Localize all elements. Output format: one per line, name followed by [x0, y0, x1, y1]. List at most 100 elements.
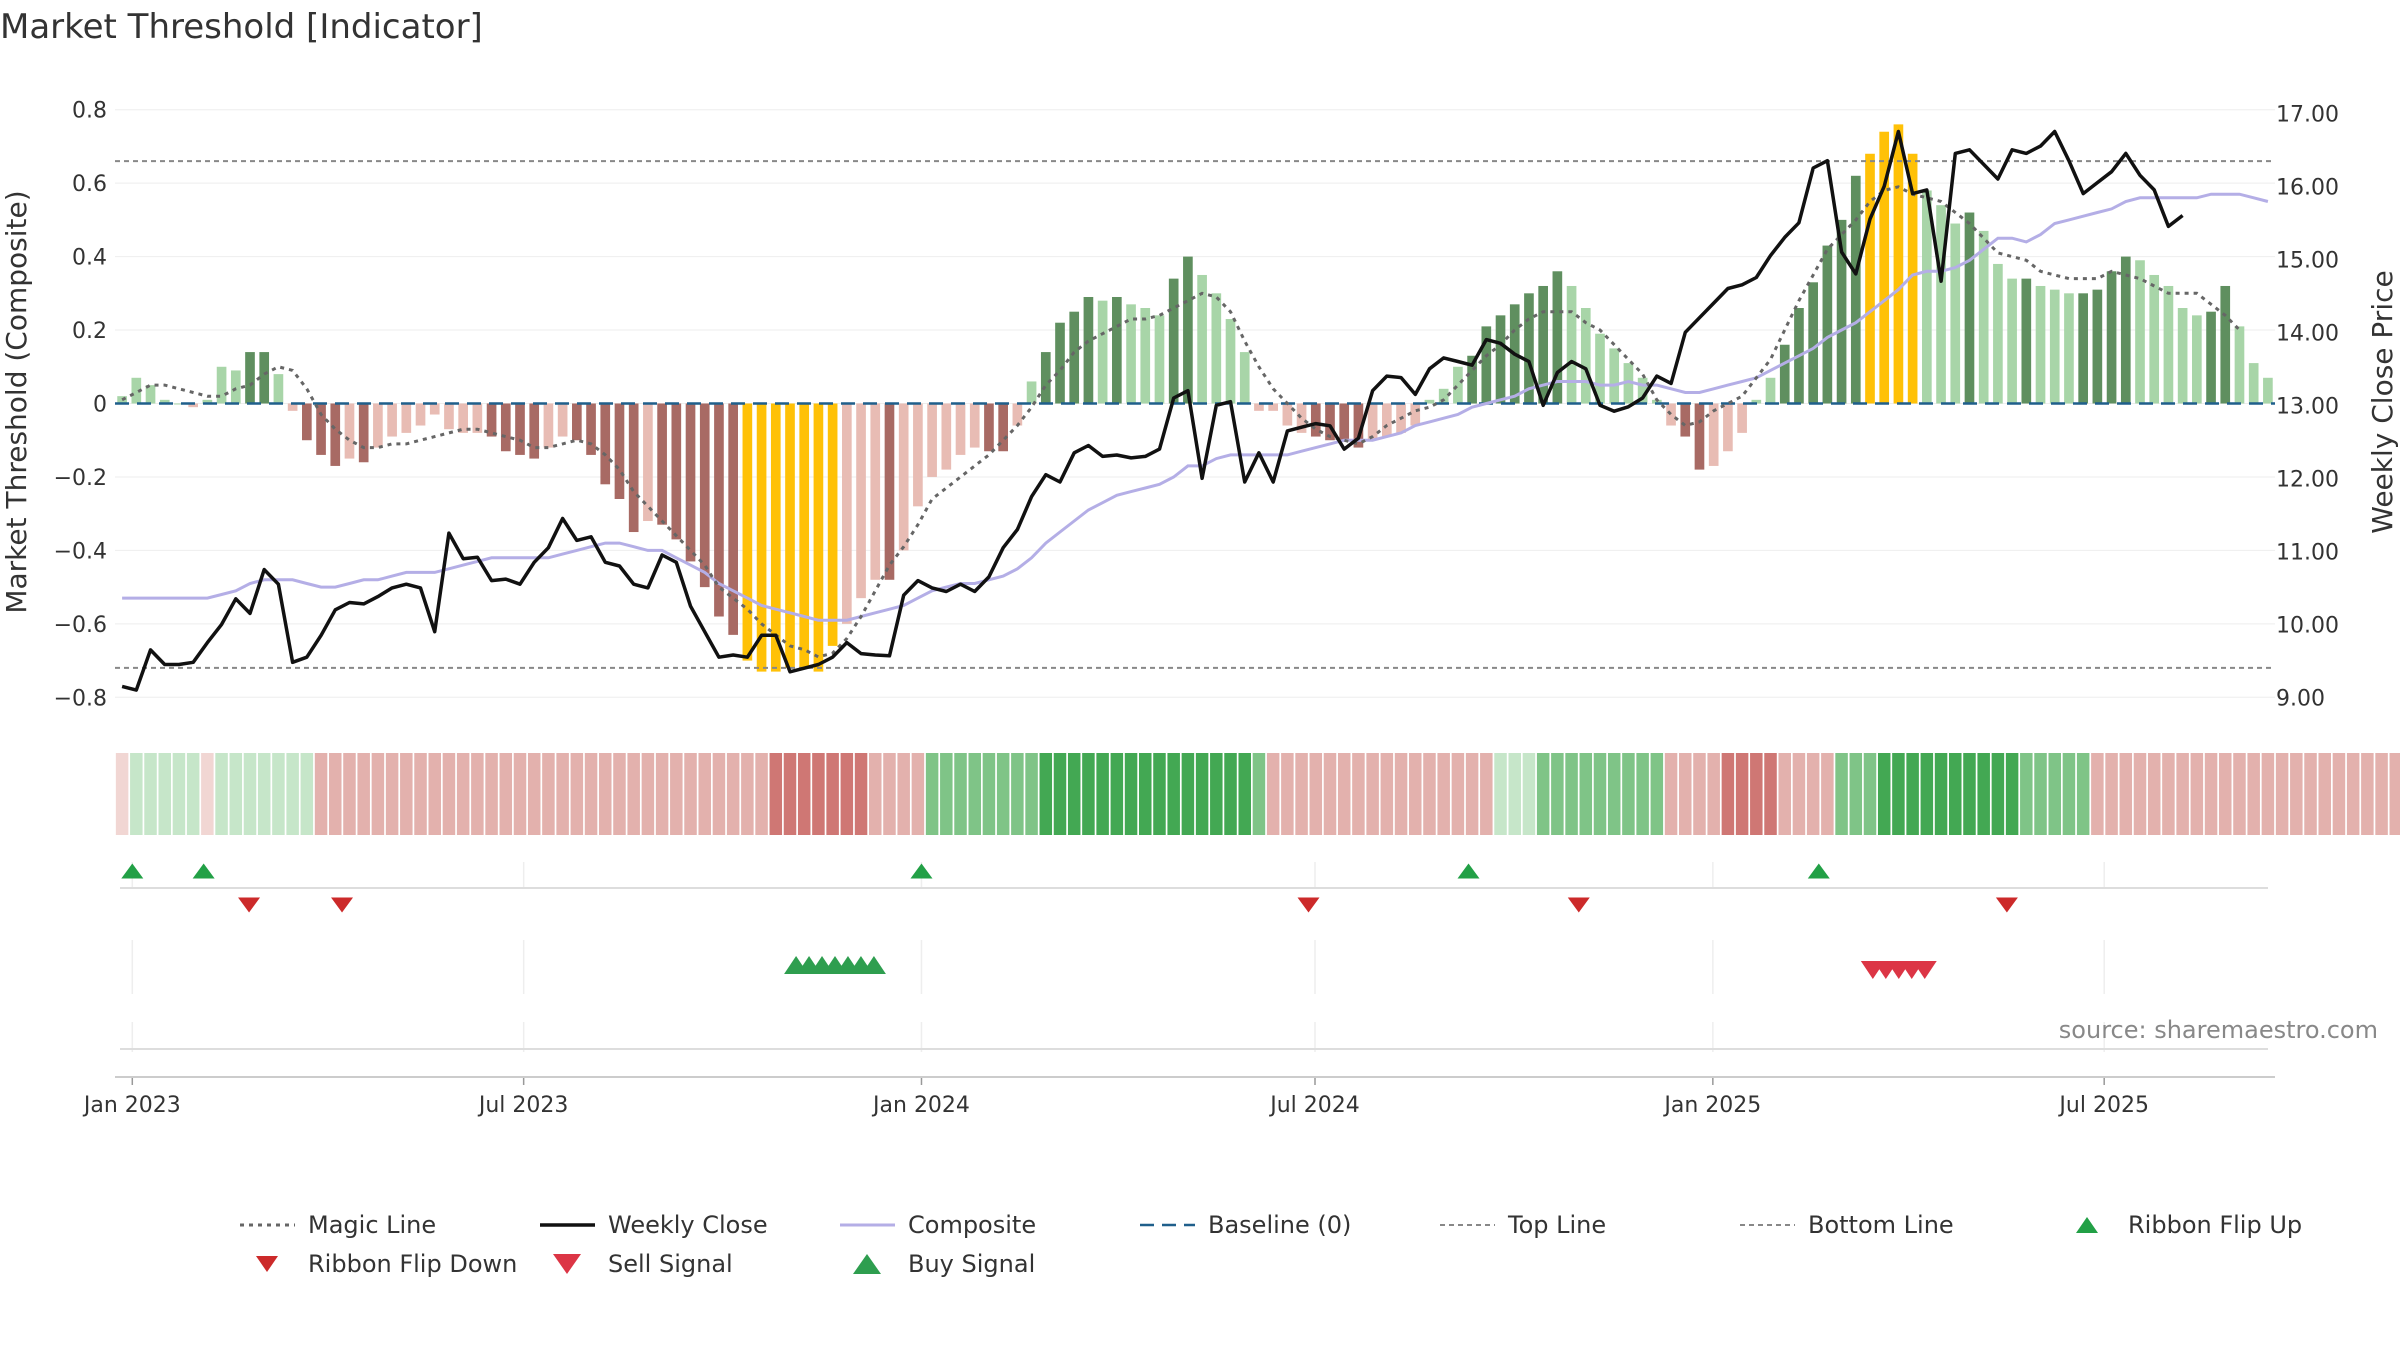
composite-bar	[159, 399, 170, 404]
ribbon-cell	[712, 753, 726, 835]
composite-bar	[500, 403, 511, 452]
composite-bar	[2007, 278, 2017, 404]
ribbon-cell	[1096, 753, 1109, 835]
ribbon-cell	[2076, 753, 2090, 835]
composite-bar	[1112, 296, 1122, 404]
composite-bar	[188, 403, 198, 408]
legend-item-buy-signal: Buy Signal	[853, 1250, 1035, 1278]
ribbon-cell	[130, 753, 143, 835]
legend-label: Baseline (0)	[1208, 1211, 1351, 1239]
ribbon-cell	[698, 753, 711, 835]
composite-bar	[1197, 274, 1207, 404]
composite-bar	[770, 403, 781, 672]
composite-bar	[657, 403, 667, 525]
composite-bar	[1026, 381, 1037, 404]
composite-bar	[870, 403, 881, 580]
ribbon-cell	[940, 753, 953, 835]
composite-bar	[1865, 153, 1875, 404]
ribbon-cell	[2275, 753, 2289, 835]
ribbon-cell	[1750, 753, 1763, 835]
composite-bar	[1410, 403, 1421, 426]
composite-bar	[1339, 403, 1350, 441]
ribbon-cell	[2119, 753, 2133, 835]
ribbon-cell	[2147, 753, 2161, 835]
ribbon-flip-down-marker	[1297, 897, 1320, 913]
composite-bar	[884, 403, 895, 580]
composite-bar	[927, 403, 937, 477]
composite-bar	[1879, 131, 1890, 404]
x-tick-label: Jul 2023	[477, 1093, 569, 1118]
composite-bar	[1495, 315, 1506, 404]
source-note: source: sharemaestro.com	[2059, 1016, 2378, 1044]
composite-bar	[2163, 285, 2174, 404]
legend-item-ribbon-flip-up: Ribbon Flip Up	[2076, 1211, 2302, 1239]
composite-bar	[1097, 300, 1108, 404]
ribbon-cell	[1409, 753, 1422, 835]
composite-bar	[1779, 344, 1790, 404]
composite-bar	[2120, 256, 2131, 404]
composite-bar	[543, 403, 554, 448]
ribbon-cell	[257, 753, 271, 835]
ribbon-cell	[158, 753, 171, 835]
composite-bar	[131, 377, 142, 404]
ribbon-cell	[826, 753, 839, 835]
composite-bar	[1993, 263, 2003, 404]
ribbon-cell	[1423, 753, 1436, 835]
ribbon-cell	[1167, 753, 1180, 835]
x-tick-label: Jul 2024	[1268, 1093, 1360, 1118]
composite-bar	[742, 403, 753, 661]
ribbon-cell	[741, 753, 754, 835]
composite-bar	[941, 403, 952, 470]
composite-bar	[2106, 271, 2117, 404]
composite-bar	[444, 403, 454, 430]
left-tick-label: 0.6	[72, 172, 107, 197]
composite-bar	[245, 352, 255, 404]
composite-bar	[785, 403, 795, 668]
ribbon-cell	[329, 753, 342, 835]
composite-bar	[373, 403, 383, 448]
composite-bar	[1083, 296, 1094, 404]
ribbon-cell	[1224, 753, 1237, 835]
ribbon-cell	[2190, 753, 2204, 835]
ribbon-cell	[1352, 753, 1365, 835]
composite-bar	[2064, 293, 2074, 404]
ribbon-flip-down-marker	[1995, 897, 2018, 913]
composite-bar	[1154, 315, 1165, 404]
ribbon-cell	[1863, 753, 1877, 835]
ribbon-cell	[1181, 753, 1195, 835]
composite-bar	[145, 385, 156, 404]
right-axis-title: Weekly Close Price	[2366, 270, 2399, 533]
left-tick-label: 0.4	[72, 246, 107, 271]
ribbon-cell	[1707, 753, 1720, 835]
legend-item-weekly-close: Weekly Close	[540, 1211, 768, 1239]
ribbon-cell	[1238, 753, 1251, 835]
composite-bar	[1282, 403, 1293, 426]
composite-bar	[344, 403, 355, 459]
composite-bar	[2135, 260, 2145, 404]
composite-bar	[415, 403, 426, 426]
ribbon-cell	[172, 753, 186, 835]
legend-swatch	[256, 1256, 278, 1272]
ribbon-flip-down-marker	[238, 897, 261, 913]
ribbon-cell	[684, 753, 697, 835]
composite-bar	[429, 403, 440, 415]
ribbon-cell	[2375, 753, 2388, 835]
right-tick-label: 12.00	[2276, 467, 2339, 492]
left-tick-label: −0.2	[54, 466, 107, 491]
ribbon-cell	[1792, 753, 1806, 835]
right-tick-label: 11.00	[2276, 540, 2339, 565]
legend-item-bottom-line: Bottom Line	[1740, 1211, 1954, 1239]
legend-label: Bottom Line	[1808, 1211, 1954, 1239]
composite-bar	[1623, 363, 1634, 404]
composite-bar	[557, 403, 568, 437]
ribbon-cell	[2318, 753, 2331, 835]
ribbon-cell	[1636, 753, 1649, 835]
legend-label: Buy Signal	[908, 1250, 1035, 1278]
series-lines	[115, 129, 2275, 692]
composite-bar	[2263, 377, 2273, 404]
composite-bar	[1723, 403, 1733, 452]
ribbon-cell	[996, 753, 1010, 835]
ribbon-cell	[1053, 753, 1067, 835]
ribbon-cell	[1210, 753, 1223, 835]
composite-bar	[1239, 352, 1250, 404]
